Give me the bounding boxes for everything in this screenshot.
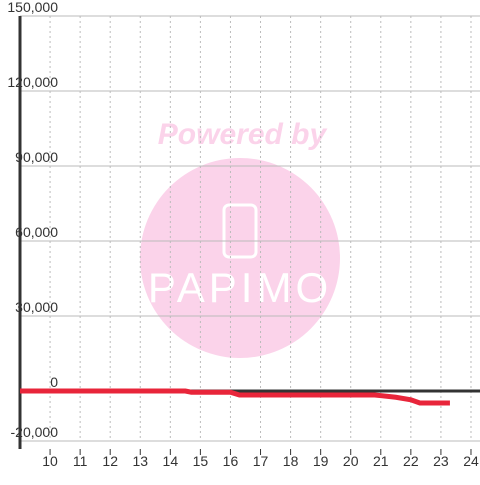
x-tick-label: 14 <box>163 453 179 469</box>
x-tick-label: 16 <box>223 453 239 469</box>
x-tick-label: 10 <box>42 453 58 469</box>
x-tick-label: 11 <box>73 453 88 469</box>
data-line <box>20 388 450 406</box>
watermark-title: Powered by <box>158 118 328 151</box>
grid <box>18 15 480 455</box>
y-tick-label: 60,000 <box>15 224 58 240</box>
y-tick-label: 150,000 <box>7 0 58 15</box>
watermark-icon <box>222 203 258 259</box>
x-tick-label: 23 <box>433 453 449 469</box>
plot <box>20 388 450 406</box>
y-tick-label: 30,000 <box>15 299 58 315</box>
watermark-logo: PAPIMO <box>148 264 332 311</box>
x-tick-label: 18 <box>283 453 299 469</box>
x-tick-label: 15 <box>193 453 209 469</box>
y-tick-label: -20,000 <box>11 424 59 440</box>
y-tick-label: 120,000 <box>7 74 58 90</box>
x-tick-label: 22 <box>403 453 419 469</box>
y-tick-label: 90,000 <box>15 149 58 165</box>
y-tick-label: 0 <box>50 374 58 390</box>
x-tick-label: 24 <box>463 453 479 469</box>
x-tick-label: 21 <box>373 453 389 469</box>
x-tick-label: 19 <box>313 453 329 469</box>
x-tick-label: 13 <box>132 453 148 469</box>
x-tick-label: 17 <box>253 453 269 469</box>
x-tick-label: 12 <box>102 453 118 469</box>
x-tick-label: 20 <box>343 453 359 469</box>
